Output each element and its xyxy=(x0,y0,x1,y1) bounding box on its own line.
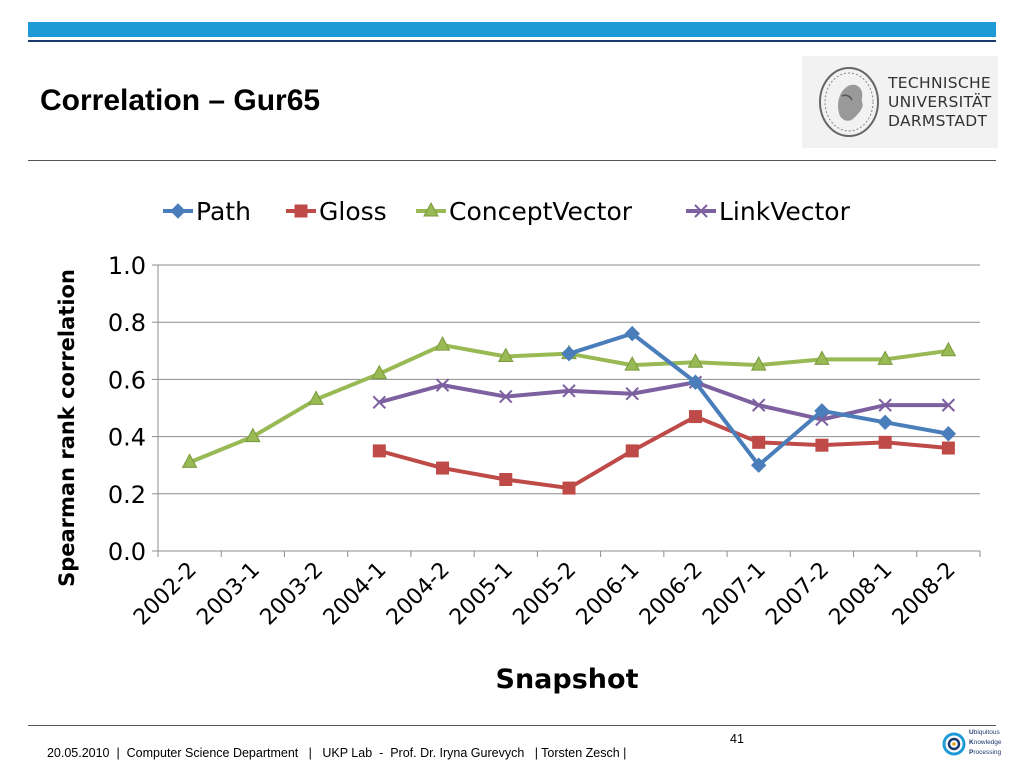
data-point xyxy=(308,390,324,405)
legend-marker xyxy=(170,203,186,219)
data-point xyxy=(372,395,387,409)
legend-item: ConceptVector xyxy=(416,197,633,226)
x-tick-label: 2002-2 xyxy=(129,558,202,631)
data-point xyxy=(814,350,830,365)
logo-line-3: DARMSTADT xyxy=(888,112,988,130)
header-divider xyxy=(28,160,996,161)
x-tick-label: 2004-2 xyxy=(382,558,455,631)
x-axis-title: Snapshot xyxy=(496,664,639,695)
slide-title: Correlation – Gur65 xyxy=(40,84,321,117)
correlation-chart: 0.00.20.40.60.81.02002-22003-12003-22004… xyxy=(55,197,981,695)
data-point xyxy=(181,453,198,468)
x-tick-label: 2005-2 xyxy=(508,558,581,631)
data-point xyxy=(625,386,639,401)
series-path xyxy=(561,325,957,473)
logo-line-2: UNIVERSITÄT xyxy=(888,93,992,111)
header-accent-line xyxy=(28,40,996,42)
data-point xyxy=(814,403,830,419)
data-point xyxy=(750,457,767,473)
data-point xyxy=(752,435,766,449)
data-point xyxy=(624,325,640,342)
page-number: 41 xyxy=(730,732,744,746)
legend-label: Path xyxy=(196,197,251,226)
series-line xyxy=(378,414,949,491)
y-axis-title: Spearman rank correlation xyxy=(55,269,79,587)
data-point xyxy=(877,350,893,365)
legend-label: LinkVector xyxy=(719,197,851,226)
footer: 20.05.2010 | Computer Science Department… xyxy=(40,732,744,774)
data-point xyxy=(499,389,513,404)
data-point xyxy=(436,461,450,475)
ukp-swirl-icon xyxy=(942,732,966,756)
data-point xyxy=(751,398,766,412)
ukp-logo-text: Ubiquitous Knowledge Processing xyxy=(969,729,1002,756)
x-tick-label: 2006-2 xyxy=(635,558,708,631)
data-point xyxy=(940,426,957,442)
data-point xyxy=(434,336,451,351)
data-point xyxy=(499,473,513,486)
university-name: TECHNISCHE UNIVERSITÄT DARMSTADT xyxy=(888,74,992,131)
data-point xyxy=(245,427,261,443)
legend-marker xyxy=(294,204,308,218)
data-point xyxy=(877,414,893,431)
data-point xyxy=(624,356,641,371)
data-point xyxy=(941,398,956,412)
legend-item: LinkVector xyxy=(686,197,851,226)
data-point xyxy=(372,444,386,458)
ukp-logo: Ubiquitous Knowledge Processing xyxy=(942,728,1002,764)
data-point xyxy=(688,410,702,424)
series-gloss xyxy=(372,410,955,495)
data-point xyxy=(750,356,767,371)
seal-icon xyxy=(819,67,879,137)
logo-line-1: TECHNISCHE xyxy=(888,74,992,92)
header-accent-bar xyxy=(28,22,996,37)
x-tick-label: 2007-2 xyxy=(761,558,834,631)
data-point xyxy=(562,481,576,495)
legend: Path Gloss ConceptVector LinkVector xyxy=(163,197,851,226)
data-point xyxy=(878,398,892,412)
x-tick-label: 2008-1 xyxy=(825,558,898,631)
y-tick-label: 0.6 xyxy=(108,366,146,394)
y-tick-label: 0.8 xyxy=(108,309,146,337)
legend-label: ConceptVector xyxy=(449,197,633,226)
data-point xyxy=(687,374,704,390)
y-tick-label: 0.4 xyxy=(108,424,146,452)
data-point xyxy=(435,378,450,392)
y-tick-label: 0.0 xyxy=(108,538,146,566)
legend-label: Gloss xyxy=(319,197,387,226)
data-point xyxy=(371,364,388,380)
data-point xyxy=(562,384,576,398)
x-tick-label: 2003-1 xyxy=(192,558,265,631)
legend-marker xyxy=(694,204,708,218)
legend-item: Path xyxy=(163,197,251,226)
data-point xyxy=(561,345,577,362)
data-point xyxy=(941,441,955,455)
series-line xyxy=(378,380,949,422)
legend-item: Gloss xyxy=(286,197,387,226)
x-tick-label: 2008-2 xyxy=(888,558,961,631)
data-point xyxy=(878,435,892,449)
footer-divider xyxy=(28,725,996,726)
x-tick-label: 2004-1 xyxy=(319,558,392,631)
data-point xyxy=(687,353,704,368)
y-tick-label: 0.2 xyxy=(108,481,146,509)
y-tick-label: 1.0 xyxy=(108,252,146,280)
data-point xyxy=(940,341,957,357)
university-logo: TECHNISCHE UNIVERSITÄT DARMSTADT xyxy=(802,56,998,148)
x-tick-label: 2006-1 xyxy=(572,558,645,631)
legend-marker xyxy=(423,201,439,217)
x-tick-label: 2007-1 xyxy=(698,558,771,631)
data-point xyxy=(625,444,639,458)
footer-text: 20.05.2010 | Computer Science Department… xyxy=(46,746,627,760)
data-point xyxy=(497,347,514,363)
data-point xyxy=(815,438,829,452)
x-tick-label: 2005-1 xyxy=(445,558,518,631)
x-tick-label: 2003-2 xyxy=(256,558,329,631)
